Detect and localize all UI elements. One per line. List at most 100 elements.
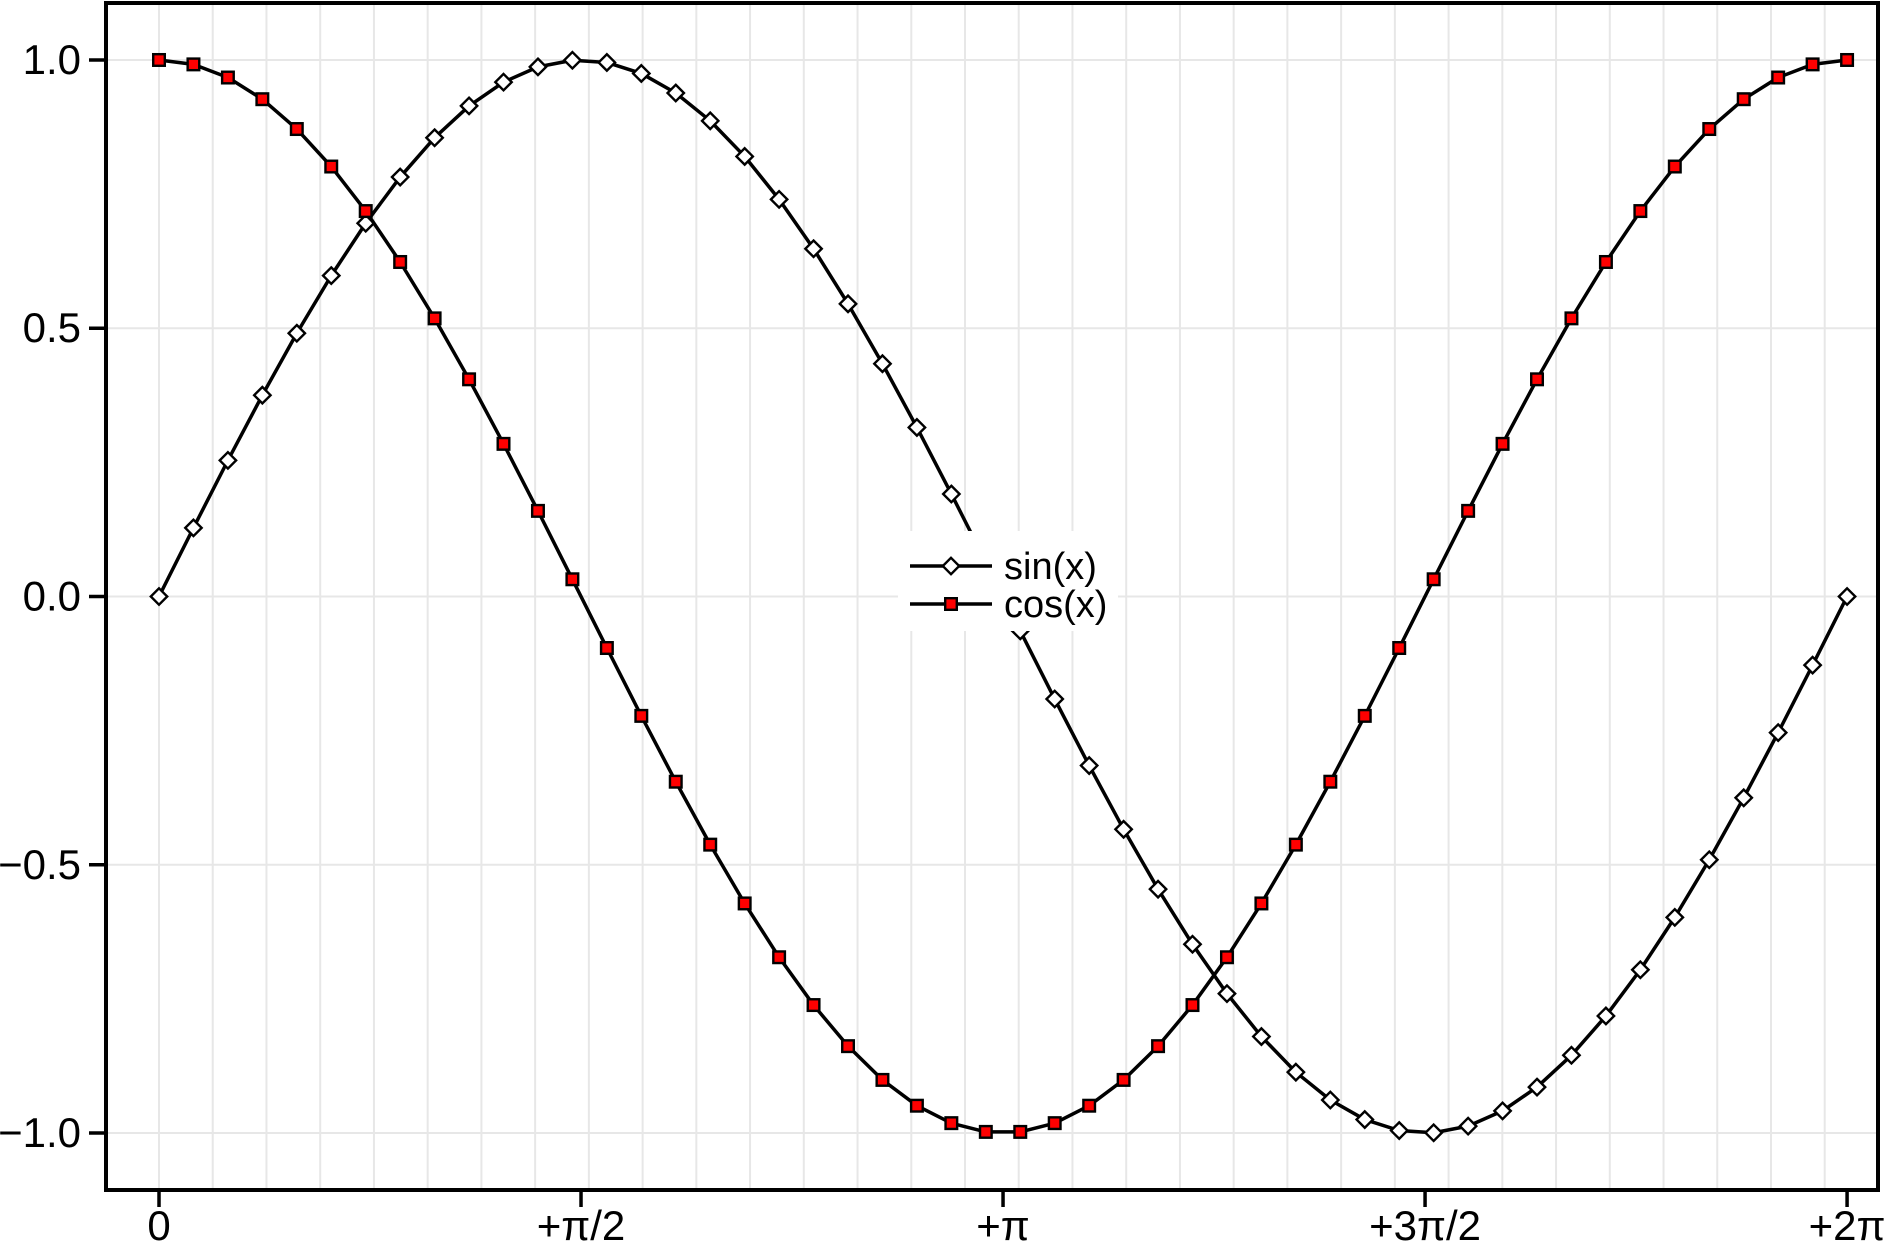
diamond-marker (1458, 1116, 1479, 1137)
x-tick-label: +π (976, 1202, 1030, 1248)
square-marker (186, 57, 201, 72)
square-marker (1598, 254, 1613, 269)
y-tick-label: −1.0 (0, 1109, 81, 1156)
diamond-marker (390, 167, 411, 187)
square-marker (909, 1098, 924, 1113)
legend-label-sinx: sin(x) (1004, 546, 1097, 588)
diamond-marker (1768, 722, 1789, 743)
square-marker (358, 204, 373, 219)
x-tick-label: +π/2 (537, 1202, 626, 1248)
diamond-marker (218, 450, 238, 471)
square-marker (1288, 837, 1303, 852)
diamond-marker (1837, 586, 1857, 607)
sinx-series (149, 50, 1857, 1143)
square-marker (841, 1039, 856, 1054)
diamond-marker (1561, 1045, 1582, 1066)
square-marker (1667, 159, 1682, 174)
y-tick-label: 0.0 (23, 573, 81, 620)
diamond-marker (528, 56, 548, 77)
diamond-marker (941, 556, 961, 576)
diamond-marker (1630, 959, 1651, 980)
diamond-marker (941, 484, 962, 504)
diamond-marker (1079, 755, 1100, 776)
diamond-marker (596, 52, 617, 73)
diamond-marker (907, 417, 927, 438)
legend: sin(x)cos(x) (898, 531, 1118, 631)
diamond-marker (183, 517, 204, 538)
square-marker (1185, 998, 1200, 1013)
diamond-marker (631, 63, 652, 84)
square-marker (530, 503, 545, 518)
square-marker (806, 998, 821, 1013)
diamond-marker (1596, 1006, 1616, 1026)
diamond-marker (286, 323, 307, 344)
diamond-marker (665, 83, 686, 103)
diamond-marker (1182, 934, 1203, 955)
diamond-marker (803, 238, 824, 259)
diamond-marker (459, 96, 479, 116)
square-marker (668, 774, 683, 789)
square-marker (1013, 1124, 1028, 1139)
diamond-marker (1527, 1077, 1547, 1097)
square-marker (1219, 950, 1234, 965)
square-marker (1702, 122, 1717, 137)
diamond-marker (872, 353, 893, 374)
diamond-marker (838, 293, 858, 314)
square-marker (1254, 896, 1269, 911)
y-tick-label: −0.5 (0, 841, 81, 888)
cosx-series (152, 52, 1855, 1139)
square-marker (634, 708, 649, 723)
square-marker (1461, 503, 1476, 518)
diamond-marker (734, 146, 755, 167)
square-marker (255, 92, 270, 107)
square-marker (1736, 92, 1751, 107)
square-marker (978, 1124, 993, 1139)
square-marker (1082, 1098, 1097, 1113)
square-marker (1771, 70, 1786, 85)
legend-background (898, 531, 1118, 631)
diamond-marker (1320, 1090, 1341, 1110)
square-marker (152, 52, 167, 67)
square-marker (944, 1116, 959, 1131)
cosx-line (157, 58, 1849, 1134)
square-marker (599, 641, 614, 656)
diamond-marker (1113, 819, 1134, 840)
square-marker (289, 122, 304, 137)
square-marker (393, 254, 408, 269)
square-marker (220, 70, 235, 85)
diamond-marker (1423, 1122, 1444, 1143)
square-marker (1840, 52, 1855, 67)
square-marker (1426, 572, 1441, 587)
square-marker (1805, 57, 1820, 72)
diamond-marker (769, 189, 790, 210)
square-marker (565, 572, 580, 587)
diamond-marker (1044, 689, 1065, 709)
square-marker (703, 837, 718, 852)
diamond-marker (1733, 787, 1754, 808)
diamond-marker (1492, 1100, 1513, 1121)
x-tick-label: +2π (1809, 1202, 1885, 1248)
square-marker (1047, 1116, 1062, 1131)
square-marker (1323, 774, 1338, 789)
diamond-marker (1664, 907, 1685, 928)
diamond-marker (1699, 849, 1720, 870)
diamond-marker (1354, 1109, 1375, 1130)
y-tick-label: 0.5 (23, 304, 81, 351)
diamond-marker (424, 127, 445, 148)
square-marker (944, 597, 959, 612)
square-marker (496, 436, 511, 451)
diamond-marker (1389, 1120, 1410, 1141)
diamond-marker (149, 586, 169, 607)
diamond-marker (252, 385, 273, 406)
square-marker (875, 1072, 890, 1087)
diamond-marker (1285, 1062, 1306, 1083)
x-tick-label: 0 (147, 1202, 170, 1248)
square-marker (1116, 1072, 1131, 1087)
square-marker (462, 372, 477, 387)
square-marker (1357, 708, 1372, 723)
diamond-marker (1148, 879, 1168, 900)
square-marker (427, 311, 442, 326)
square-marker (772, 950, 787, 965)
diamond-marker (1251, 1026, 1272, 1047)
